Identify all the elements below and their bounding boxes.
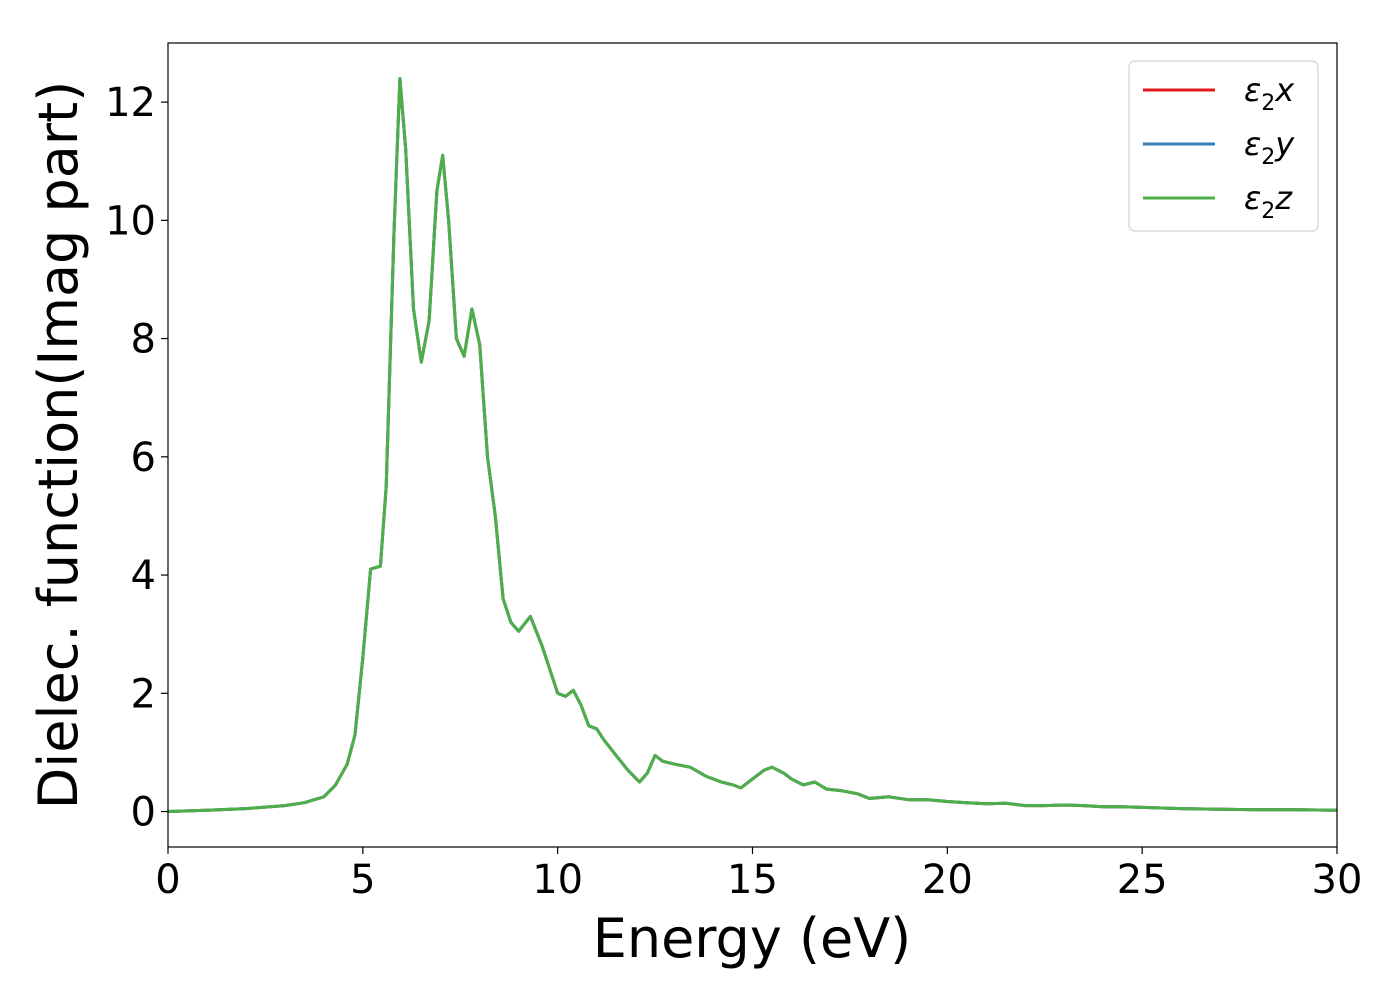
x-tick-label: 30 [1312,857,1363,903]
x-axis: 0 5 10 15 20 25 30 [155,847,1362,903]
legend-box [1128,60,1319,232]
legend: ε2x ε2y ε2z [1128,60,1319,232]
series-line-2 [167,77,1338,813]
y-tick-label: 6 [131,435,156,481]
x-tick-label: 10 [532,857,583,903]
legend-label-0: ε2x [1244,71,1295,116]
y-axis: 0 2 4 6 8 10 12 [105,80,168,836]
y-tick-label: 4 [131,553,156,599]
y-tick-label: 2 [131,671,156,717]
x-tick-label: 15 [727,857,778,903]
series-layer [167,77,1338,813]
x-tick-label: 0 [155,857,180,903]
x-tick-label: 25 [1117,857,1168,903]
legend-label-2: ε2z [1244,179,1293,224]
x-tick-label: 5 [350,857,375,903]
y-axis-label: Dielec. function(Imag part) [27,81,90,810]
y-tick-label: 12 [105,80,156,126]
y-tick-label: 0 [131,790,156,836]
y-tick-label: 10 [105,198,156,244]
legend-label-1: ε2y [1244,125,1295,170]
x-tick-label: 20 [922,857,973,903]
y-tick-label: 8 [131,317,156,363]
x-axis-label: Energy (eV) [593,907,912,970]
